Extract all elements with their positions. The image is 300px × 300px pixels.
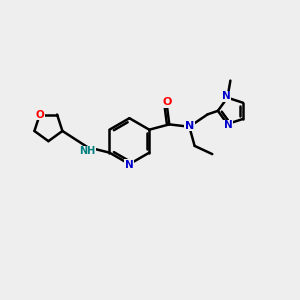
Text: N: N — [224, 120, 233, 130]
Text: NH: NH — [79, 146, 96, 156]
Text: O: O — [35, 110, 44, 119]
Text: O: O — [162, 97, 172, 107]
Text: N: N — [125, 160, 134, 170]
Text: N: N — [222, 92, 230, 101]
Text: N: N — [185, 121, 194, 130]
